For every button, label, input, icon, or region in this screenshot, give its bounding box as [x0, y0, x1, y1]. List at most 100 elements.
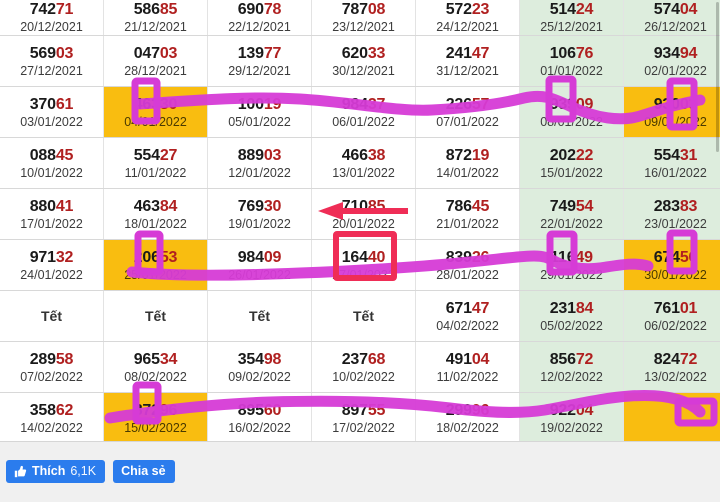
facebook-share-button[interactable]: Chia sẻ	[113, 460, 174, 483]
result-date: 05/01/2022	[208, 114, 311, 130]
result-number-head: 671	[446, 300, 472, 317]
result-number-tail: 34	[160, 351, 177, 368]
result-number-head: 586	[134, 1, 160, 18]
result-number-head: 839	[446, 249, 472, 266]
result-number: 82472	[624, 350, 720, 369]
result-number: 10019	[208, 95, 311, 114]
result-date: 18/02/2022	[416, 420, 519, 436]
result-number-head: 100	[238, 96, 264, 113]
result-date: 25/01/2022	[104, 267, 207, 283]
result-cell[interactable]	[624, 393, 720, 442]
result-number: 11649	[520, 248, 623, 267]
result-number-head: 872	[134, 402, 160, 419]
result-number: 55427	[104, 146, 207, 165]
result-number: 93494	[624, 44, 720, 63]
result-date: 22/12/2021	[208, 19, 311, 35]
result-date: 06/02/2022	[624, 318, 720, 334]
facebook-like-button[interactable]: Thích 6,1K	[6, 460, 105, 483]
vertical-scrollbar[interactable]	[715, 0, 720, 441]
result-cell[interactable]: Tết	[208, 291, 312, 342]
result-date: 28/01/2022	[416, 267, 519, 283]
result-cell[interactable]: Tết	[0, 291, 104, 342]
result-date: 16/02/2022	[208, 420, 311, 436]
result-number-head: 164	[342, 249, 368, 266]
result-number-tail: 55	[368, 402, 385, 419]
scrollbar-thumb[interactable]	[716, 2, 719, 152]
result-cell[interactable]: Tết	[104, 291, 208, 342]
result-date: 17/01/2022	[0, 216, 103, 232]
result-number-head: 299	[446, 402, 472, 419]
result-cell[interactable]: Tết	[312, 291, 416, 342]
result-number-tail: 04	[576, 402, 593, 419]
result-number-head: 872	[446, 147, 472, 164]
result-number: 56903	[0, 44, 103, 63]
result-date: 12/02/2022	[520, 369, 623, 385]
result-number: 10676	[520, 44, 623, 63]
result-number-head: 572	[446, 1, 472, 18]
